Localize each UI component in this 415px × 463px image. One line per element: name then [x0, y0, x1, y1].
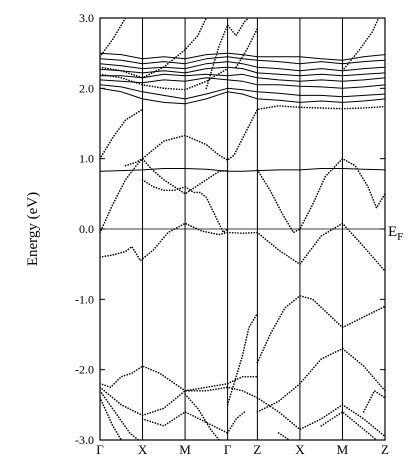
band-series-23	[205, 18, 250, 90]
band-series-30	[100, 66, 385, 77]
band-series-group	[100, 18, 385, 440]
band-series-9	[100, 386, 385, 438]
band-series-6	[256, 294, 385, 364]
y-tick-labels: 3.0 2.0 1.0 0.0 -1.0 -2.0 -3.0	[75, 11, 94, 447]
band-series-18	[362, 389, 385, 413]
band-series-27	[100, 87, 385, 105]
band-series-12	[141, 411, 229, 434]
band-series-7	[256, 347, 385, 413]
band-series-32	[100, 56, 385, 65]
fermi-level-label: EF	[388, 224, 403, 243]
band-series-26	[100, 84, 385, 100]
x-tick-label-0: Γ	[96, 442, 104, 457]
band-series-28	[100, 77, 385, 89]
band-series-1	[100, 105, 385, 234]
band-series-33	[100, 52, 385, 61]
band-series-25	[341, 18, 380, 72]
band-series-15	[226, 411, 246, 434]
y-tick-label-6: -3.0	[75, 433, 94, 447]
y-tick-label-5: -2.0	[75, 363, 94, 377]
band-series-22	[100, 108, 144, 160]
band-series-10	[100, 389, 140, 440]
band-series-16	[277, 432, 291, 440]
band-series-29	[100, 73, 385, 82]
fermi-label-main: E	[388, 224, 397, 240]
band-series-19	[100, 67, 229, 91]
band-series-21	[100, 18, 127, 58]
x-tick-label-4: Z	[253, 442, 261, 457]
x-tick-label-3: Γ	[224, 442, 232, 457]
y-tick-label-2: 1.0	[79, 152, 94, 166]
band-series-11	[100, 396, 123, 440]
y-axis-label: Energy (eV)	[25, 192, 41, 266]
x-tick-label-6: M	[337, 442, 349, 457]
x-tick-label-1: X	[138, 442, 148, 457]
band-series-5	[256, 157, 385, 234]
band-series-14	[226, 312, 259, 406]
band-series-17	[320, 411, 378, 440]
band-series-8	[100, 365, 259, 392]
x-tick-label-5: X	[295, 442, 305, 457]
x-tick-label-7: Z	[381, 442, 389, 457]
y-ticks	[100, 17, 385, 441]
y-tick-label-4: -1.0	[75, 292, 94, 306]
x-tick-label-2: M	[179, 442, 191, 457]
band-series-4	[124, 157, 229, 195]
band-series-3	[141, 179, 229, 234]
y-tick-label-1: 2.0	[79, 81, 94, 95]
fermi-label-sub: F	[397, 231, 403, 243]
y-tick-label-0: 3.0	[79, 11, 94, 25]
band-series-31	[100, 61, 385, 72]
band-series-0	[100, 168, 385, 172]
y-tick-label-3: 0.0	[79, 222, 94, 236]
band-series-2	[100, 222, 385, 273]
